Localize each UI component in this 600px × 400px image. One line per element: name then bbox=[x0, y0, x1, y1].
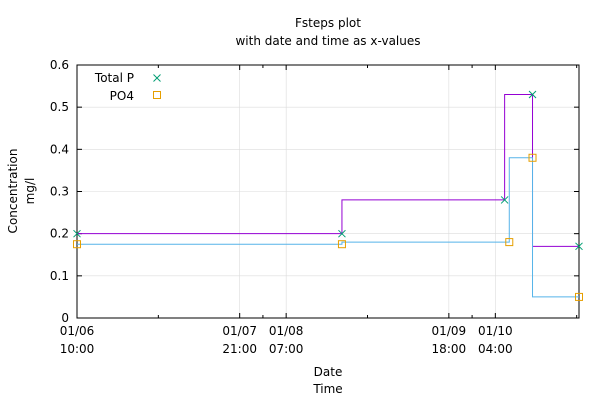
point-total-p bbox=[528, 90, 537, 99]
series bbox=[73, 90, 583, 301]
legend-symbol-po4 bbox=[153, 91, 161, 99]
legend-marker-po4 bbox=[153, 91, 161, 99]
y-tick-label: 0.1 bbox=[50, 269, 69, 283]
legend-symbol-total-p bbox=[153, 74, 161, 82]
y-tick-label: 0 bbox=[61, 311, 69, 325]
point-po4 bbox=[528, 153, 537, 162]
y-tick-label: 0.2 bbox=[50, 227, 69, 241]
y-tick-label: 0.6 bbox=[50, 58, 69, 72]
x-axis-label-date: Date bbox=[314, 365, 343, 379]
point-po4 bbox=[337, 240, 346, 249]
marker-stroke bbox=[338, 229, 346, 238]
marker-stroke bbox=[528, 90, 537, 99]
x-tick-label-date: 01/06 bbox=[60, 324, 95, 338]
point-total-p bbox=[575, 242, 583, 251]
x-tick-label-time: 07:00 bbox=[269, 342, 304, 356]
axes: 0 0.1 0.2 0.3 0.4 0.5 0.6 01/06 10:00 01/07 21:00 0… bbox=[50, 58, 579, 356]
y-axis-label-concentration: Concentration bbox=[6, 149, 20, 234]
legend: Total P PO4 bbox=[94, 71, 161, 103]
y-axis-label-unit: mg/l bbox=[23, 178, 37, 205]
point-total-p bbox=[338, 229, 346, 238]
point-po4 bbox=[575, 292, 583, 301]
x-tick-label-time: 18:00 bbox=[432, 342, 467, 356]
series-line-po4 bbox=[77, 157, 579, 298]
point-po4 bbox=[73, 240, 81, 249]
marker-stroke bbox=[73, 229, 81, 238]
legend-label-total-p: Total P bbox=[94, 71, 134, 85]
x-axis-label-time: Time bbox=[312, 382, 342, 396]
chart-title: Fsteps plot bbox=[295, 16, 361, 30]
y-tick-label: 0.4 bbox=[50, 142, 69, 156]
point-total-p bbox=[73, 229, 81, 238]
x-tick-label-date: 01/07 bbox=[222, 324, 257, 338]
grid bbox=[76, 64, 579, 319]
y-tick-label: 0.5 bbox=[50, 100, 69, 114]
point-po4 bbox=[505, 238, 514, 247]
series-line-total-p bbox=[77, 94, 579, 247]
legend-marker-total-p bbox=[153, 74, 161, 82]
x-tick-label-date: 01/09 bbox=[432, 324, 467, 338]
point-total-p bbox=[500, 196, 509, 204]
x-tick-label-date: 01/10 bbox=[478, 324, 513, 338]
y-tick-label: 0.3 bbox=[50, 185, 69, 199]
chart-subtitle: with date and time as x-values bbox=[235, 34, 420, 48]
x-tick-label-time: 21:00 bbox=[222, 342, 257, 356]
marker-stroke bbox=[575, 242, 583, 251]
x-tick-label-time: 10:00 bbox=[60, 342, 95, 356]
x-tick-label-date: 01/08 bbox=[269, 324, 304, 338]
legend-label-po4: PO4 bbox=[110, 89, 134, 103]
marker-stroke bbox=[500, 196, 509, 204]
x-tick-label-time: 04:00 bbox=[478, 342, 513, 356]
marker-stroke bbox=[153, 74, 161, 82]
